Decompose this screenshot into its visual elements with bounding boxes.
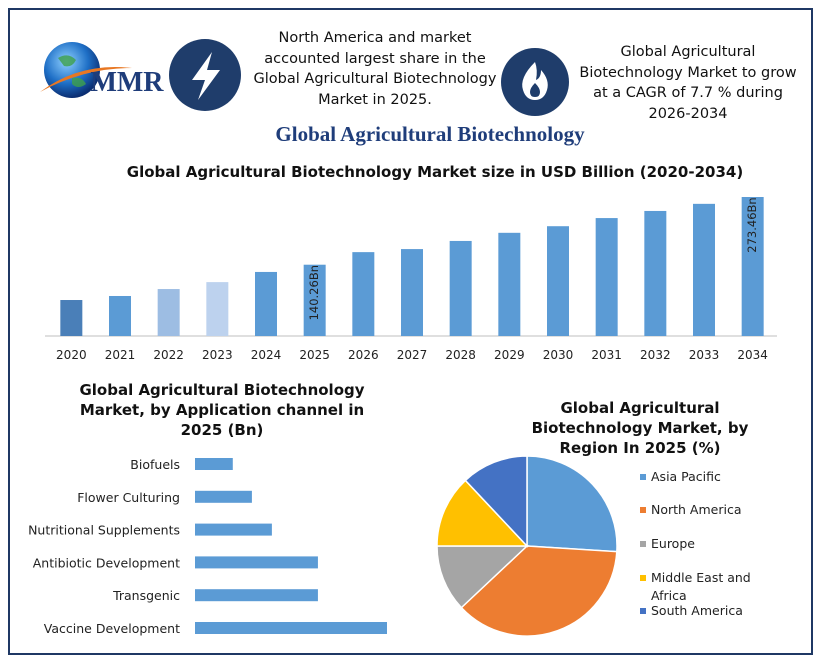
x-tick-label: 2023 bbox=[202, 348, 233, 362]
x-tick-label: 2031 bbox=[591, 348, 622, 362]
bar bbox=[109, 295, 131, 336]
info-right: Global Agricultural Biotechnology Market… bbox=[579, 44, 797, 122]
value-label: 273.46Bn bbox=[745, 197, 759, 252]
bar bbox=[644, 210, 667, 336]
bar bbox=[595, 218, 618, 336]
bar bbox=[195, 589, 318, 602]
bar bbox=[195, 622, 387, 634]
pie-slice bbox=[436, 545, 529, 609]
value-label: 140.26Bn bbox=[307, 265, 321, 320]
bar-chart-title: Global Agricultural Biotechnology Market… bbox=[126, 163, 744, 181]
bolt-icon bbox=[169, 39, 241, 111]
y-tick-label: Antibiotic Development bbox=[33, 555, 180, 570]
legend-item: North America bbox=[640, 501, 771, 519]
legend-item: Middle East and Africa bbox=[640, 569, 771, 605]
bar bbox=[693, 203, 715, 336]
legend-label: Asia Pacific bbox=[651, 469, 721, 484]
legend-item: Europe bbox=[640, 535, 771, 553]
x-tick-label: 2025 bbox=[299, 348, 330, 362]
legend-swatch bbox=[640, 608, 646, 614]
legend-item: Asia Pacific bbox=[640, 468, 771, 486]
bar bbox=[60, 300, 83, 336]
y-tick-label: Transgenic bbox=[112, 588, 180, 603]
x-tick-label: 2027 bbox=[397, 348, 428, 362]
bar bbox=[401, 249, 423, 336]
frame bbox=[8, 8, 813, 655]
bar bbox=[449, 240, 472, 336]
x-tick-label: 2021 bbox=[105, 348, 136, 362]
legend-swatch bbox=[640, 575, 646, 581]
legend-swatch bbox=[640, 507, 646, 513]
bar bbox=[303, 264, 326, 336]
bar bbox=[547, 226, 569, 336]
legend-swatch bbox=[640, 541, 646, 547]
logo-text: MMR bbox=[90, 67, 164, 98]
pie-slice bbox=[460, 545, 618, 637]
y-tick-label: Nutritional Supplements bbox=[28, 523, 180, 538]
x-tick-label: 2022 bbox=[153, 348, 184, 362]
x-tick-label: 2029 bbox=[494, 348, 525, 362]
x-tick-label: 2032 bbox=[640, 348, 671, 362]
y-tick-label: Flower Culturing bbox=[77, 490, 180, 505]
legend-swatch bbox=[640, 474, 646, 480]
pie-slice bbox=[526, 455, 618, 553]
bar bbox=[741, 197, 764, 336]
bar bbox=[498, 232, 521, 336]
x-tick-label: 2020 bbox=[56, 348, 87, 362]
y-tick-label: Vaccine Development bbox=[44, 621, 180, 636]
bar bbox=[195, 523, 272, 536]
logo: MMR bbox=[40, 42, 164, 98]
x-tick-label: 2030 bbox=[543, 348, 574, 362]
bar bbox=[352, 252, 375, 336]
x-tick-label: 2033 bbox=[689, 348, 720, 362]
x-tick-label: 2034 bbox=[737, 348, 768, 362]
main-title: Global Agricultural Biotechnology bbox=[275, 122, 585, 146]
x-tick-label: 2028 bbox=[445, 348, 476, 362]
bar bbox=[157, 289, 180, 336]
bar bbox=[195, 490, 252, 503]
y-tick-label: Biofuels bbox=[130, 457, 180, 472]
x-tick-label: 2026 bbox=[348, 348, 379, 362]
bar bbox=[195, 458, 233, 470]
x-tick-label: 2024 bbox=[251, 348, 282, 362]
legend-label: North America bbox=[651, 502, 742, 517]
pie-slice bbox=[464, 455, 528, 548]
barh-chart-title: Global Agricultural Biotechnology Market… bbox=[79, 381, 365, 439]
pie-slice bbox=[436, 479, 529, 547]
pie-chart-title: Global Agricultural Biotechnology Market… bbox=[531, 399, 749, 457]
flame-icon bbox=[501, 48, 569, 116]
bar bbox=[255, 271, 277, 336]
legend-label: Middle East and Africa bbox=[651, 570, 751, 603]
legend-label: South America bbox=[651, 603, 743, 618]
bar bbox=[195, 556, 318, 569]
bar bbox=[206, 282, 229, 336]
legend-item: South America bbox=[640, 602, 771, 620]
info-left: North America and market accounted large… bbox=[253, 30, 497, 108]
legend-label: Europe bbox=[651, 536, 695, 551]
